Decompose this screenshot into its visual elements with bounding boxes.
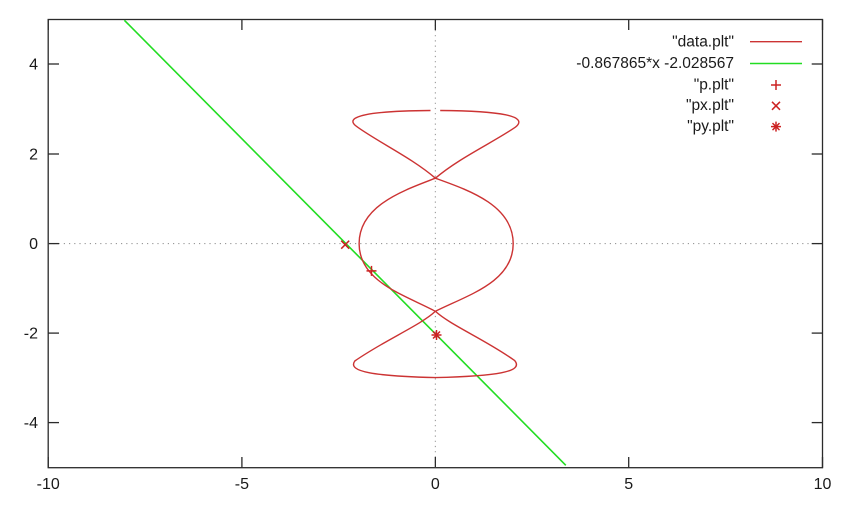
svg-text:-4: -4 [24, 415, 38, 432]
svg-text:-2: -2 [24, 326, 38, 343]
svg-text:4: 4 [29, 57, 38, 74]
svg-text:-5: -5 [235, 476, 249, 493]
svg-text:5: 5 [624, 476, 633, 493]
svg-text:"p.plt": "p.plt" [694, 76, 734, 93]
svg-text:"data.plt": "data.plt" [672, 33, 734, 50]
svg-text:0: 0 [29, 236, 38, 253]
svg-text:10: 10 [814, 476, 832, 493]
svg-text:0: 0 [431, 476, 440, 493]
svg-text:2: 2 [29, 147, 38, 164]
svg-text:-0.867865*x -2.028567: -0.867865*x -2.028567 [576, 55, 734, 72]
svg-text:"py.plt": "py.plt" [687, 118, 734, 135]
svg-text:-10: -10 [37, 476, 60, 493]
svg-text:"px.plt": "px.plt" [686, 97, 734, 114]
